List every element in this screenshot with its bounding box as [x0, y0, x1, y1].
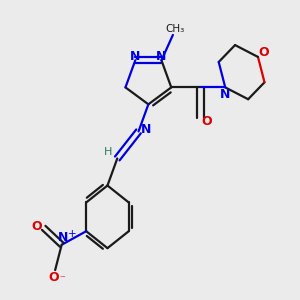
Text: N: N: [156, 50, 167, 63]
Text: H: H: [104, 147, 112, 158]
Text: O: O: [201, 116, 212, 128]
Text: +: +: [68, 229, 76, 239]
Text: O: O: [31, 220, 42, 232]
Text: N: N: [141, 123, 151, 136]
Text: ⁻: ⁻: [59, 274, 65, 285]
Text: O: O: [259, 46, 269, 59]
Text: N: N: [220, 88, 230, 101]
Text: CH₃: CH₃: [165, 24, 184, 34]
Text: O: O: [48, 271, 59, 284]
Text: N: N: [130, 50, 140, 63]
Text: N: N: [58, 231, 68, 244]
